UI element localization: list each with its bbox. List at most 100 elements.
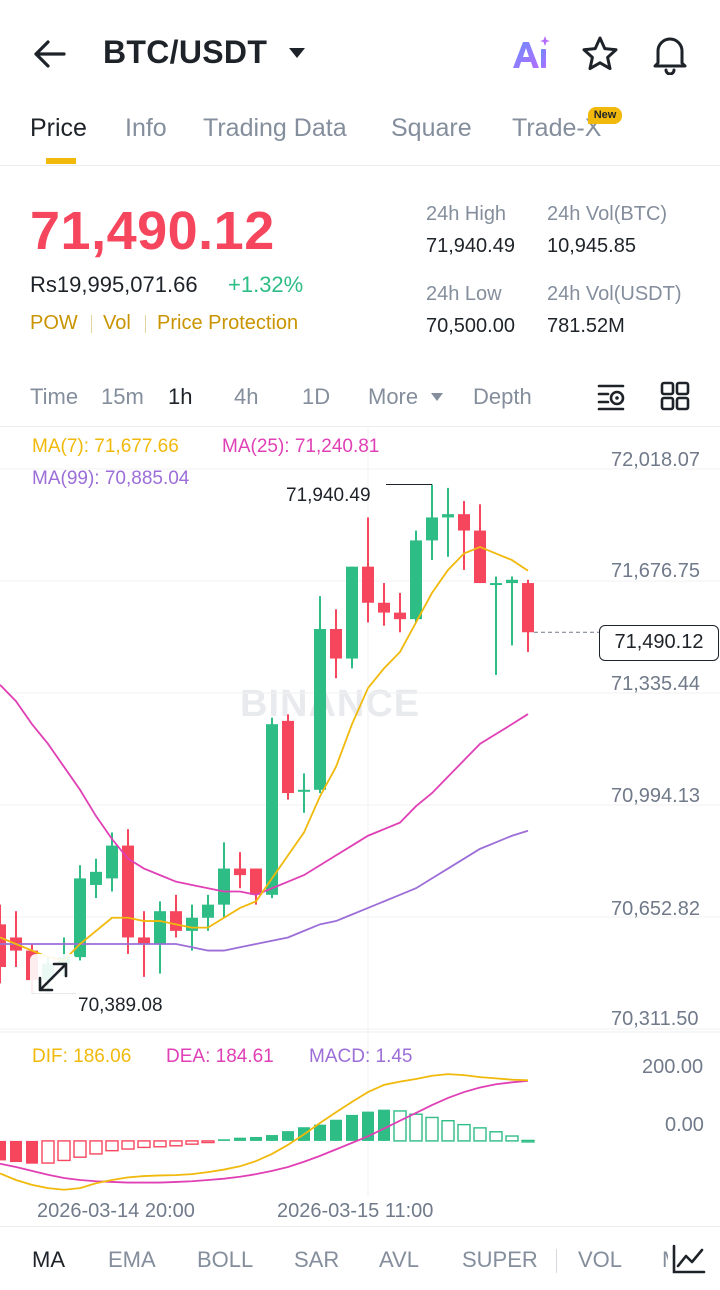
candle-body: [234, 868, 246, 876]
macd-histogram-bar: [234, 1137, 246, 1141]
active-tab-indicator: [46, 158, 76, 164]
candle-body: [122, 845, 134, 938]
back-arrow-icon[interactable]: [30, 36, 70, 72]
watermark: BINANCE: [240, 683, 421, 725]
candle-body: [378, 602, 390, 613]
max-price-label: 71,940.49: [286, 485, 371, 506]
expand-icon[interactable]: [30, 954, 76, 1000]
candle-body: [138, 937, 150, 945]
macd-histogram-bar: [409, 1113, 423, 1142]
macd-axis-label: 0.00: [665, 1114, 704, 1136]
macd-histogram-bar: [185, 1140, 199, 1145]
indicator-settings-icon[interactable]: [668, 1242, 708, 1278]
price-axis-label: 71,676.75: [611, 560, 700, 582]
macd-histogram-bar: [521, 1139, 535, 1143]
price-axis-label: 70,311.50: [611, 1008, 699, 1030]
tag-price-protection[interactable]: Price Protection: [157, 312, 299, 334]
caret-down-icon[interactable]: [430, 392, 444, 402]
caret-down-icon[interactable]: [287, 46, 307, 60]
price-axis-label: 71,335.44: [611, 673, 700, 695]
vol-usdt-value: 781.52M: [547, 315, 625, 337]
macd-histogram-bar: [153, 1140, 167, 1148]
indicator-vol[interactable]: VOL: [578, 1247, 623, 1272]
high-label: 24h High: [426, 203, 507, 225]
tab-trading-data[interactable]: Trading Data: [203, 114, 347, 142]
macd-histogram-bar: [201, 1140, 215, 1144]
vol-btc-value: 10,945.85: [547, 235, 636, 257]
grid-layout-icon[interactable]: [660, 381, 690, 411]
macd-axis-label: 200.00: [642, 1056, 704, 1078]
macd-histogram-bar: [73, 1140, 87, 1158]
tag-vol[interactable]: Vol: [103, 312, 131, 334]
indicator-bar: MA EMA BOLL SAR AVL SUPER VOL M: [0, 1226, 720, 1290]
new-badge: New: [588, 107, 622, 124]
time-axis-label: 2026-03-15 11:00: [277, 1200, 434, 1222]
indicator-ema[interactable]: EMA: [108, 1247, 156, 1272]
low-label: 24h Low: [426, 283, 502, 305]
macd-histogram-bar: [57, 1140, 71, 1162]
indicator-sar[interactable]: SAR: [294, 1247, 340, 1272]
ai-icon[interactable]: [510, 34, 552, 74]
macd-histogram-bar: [89, 1140, 103, 1155]
tag-divider: [91, 315, 92, 333]
macd-histogram-bar: [362, 1111, 374, 1141]
candle-body: [0, 924, 6, 967]
interval-15m[interactable]: 15m: [101, 384, 144, 409]
dif-line: [0, 1073, 529, 1191]
indicator-avl[interactable]: AVL: [379, 1247, 419, 1272]
indicator-boll[interactable]: BOLL: [197, 1247, 254, 1272]
candle-body: [90, 871, 102, 885]
macd-histogram-bar: [314, 1124, 326, 1141]
interval-depth[interactable]: Depth: [473, 384, 532, 409]
interval-more[interactable]: More: [368, 384, 419, 409]
tab-square[interactable]: Square: [391, 114, 472, 142]
min-price-label: 70,389.08: [78, 995, 163, 1016]
candle-body: [330, 629, 342, 659]
candle-body: [202, 904, 214, 918]
candle-body: [218, 868, 230, 905]
ma25-legend: MA(25): 71,240.81: [222, 436, 380, 457]
last-price: 71,490.12: [30, 201, 275, 261]
chart-settings-icon[interactable]: [596, 380, 628, 412]
price-axis-label: 70,994.13: [611, 785, 700, 807]
interval-1h[interactable]: 1h: [168, 384, 193, 409]
interval-4h[interactable]: 4h: [234, 384, 259, 409]
high-value: 71,940.49: [426, 235, 515, 257]
ma99-legend: MA(99): 70,885.04: [32, 468, 190, 489]
macd-histogram-bar: [266, 1135, 278, 1141]
star-icon[interactable]: [580, 34, 620, 74]
indicator-super[interactable]: SUPER: [462, 1247, 538, 1272]
macd-histogram-bar: [346, 1114, 358, 1141]
ma25-line: [0, 684, 529, 896]
candle-body: [74, 878, 86, 958]
macd-histogram-bar: [473, 1127, 487, 1142]
tag-divider: [145, 315, 146, 333]
macd-histogram-bar: [137, 1140, 151, 1149]
candle-body: [362, 566, 374, 603]
indicator-ma[interactable]: MA: [32, 1247, 65, 1272]
bell-icon[interactable]: [650, 33, 690, 75]
tab-trade-x[interactable]: Trade-X: [512, 114, 602, 142]
macd-histogram-bar: [457, 1123, 471, 1142]
interval-1d[interactable]: 1D: [302, 384, 331, 409]
tab-price[interactable]: Price: [30, 114, 87, 142]
candle-body: [170, 911, 182, 931]
candle-body: [490, 583, 502, 586]
candle-body: [458, 514, 470, 531]
candle-body: [506, 579, 518, 584]
tag-pow[interactable]: POW: [30, 312, 78, 334]
macd-histogram-bar: [441, 1120, 455, 1142]
candle-body: [314, 629, 326, 790]
macd-histogram-bar: [378, 1109, 390, 1141]
candle-body: [266, 724, 278, 895]
dif-legend: DIF: 186.06: [32, 1046, 132, 1067]
interval-time[interactable]: Time: [30, 384, 79, 409]
price-axis-label: 70,652.82: [611, 898, 700, 920]
macd-histogram-bar: [505, 1135, 519, 1142]
fiat-price: Rs19,995,071.66: [30, 272, 198, 297]
tab-info[interactable]: Info: [125, 114, 167, 142]
ma7-line: [0, 545, 529, 962]
candlestick-chart[interactable]: [0, 427, 720, 1227]
pair-selector[interactable]: BTC/USDT: [103, 34, 268, 70]
macd-histogram-bar: [169, 1140, 183, 1147]
